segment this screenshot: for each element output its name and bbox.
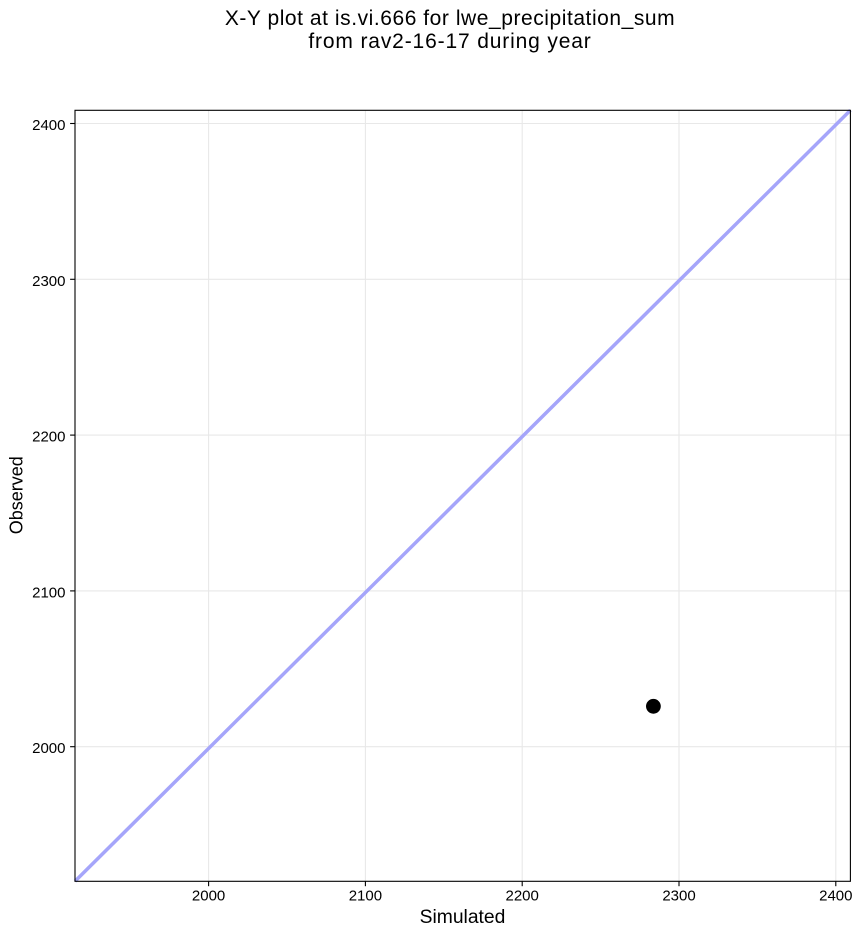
svg-text:2000: 2000	[192, 888, 225, 905]
svg-text:2400: 2400	[32, 117, 65, 134]
svg-text:2200: 2200	[506, 888, 539, 905]
svg-text:2300: 2300	[662, 888, 695, 905]
svg-text:2300: 2300	[32, 273, 65, 290]
svg-text:X-Y plot at is.vi.666 for lwe_: X-Y plot at is.vi.666 for lwe_precipitat…	[225, 7, 675, 30]
svg-text:2100: 2100	[349, 888, 382, 905]
svg-text:Simulated: Simulated	[420, 907, 506, 928]
svg-text:2100: 2100	[32, 584, 65, 601]
svg-text:2400: 2400	[819, 888, 852, 905]
svg-text:Observed: Observed	[7, 456, 27, 534]
svg-text:from rav2-16-17 during year: from rav2-16-17 during year	[308, 30, 591, 53]
svg-text:2200: 2200	[32, 429, 65, 446]
svg-text:2000: 2000	[32, 740, 65, 757]
